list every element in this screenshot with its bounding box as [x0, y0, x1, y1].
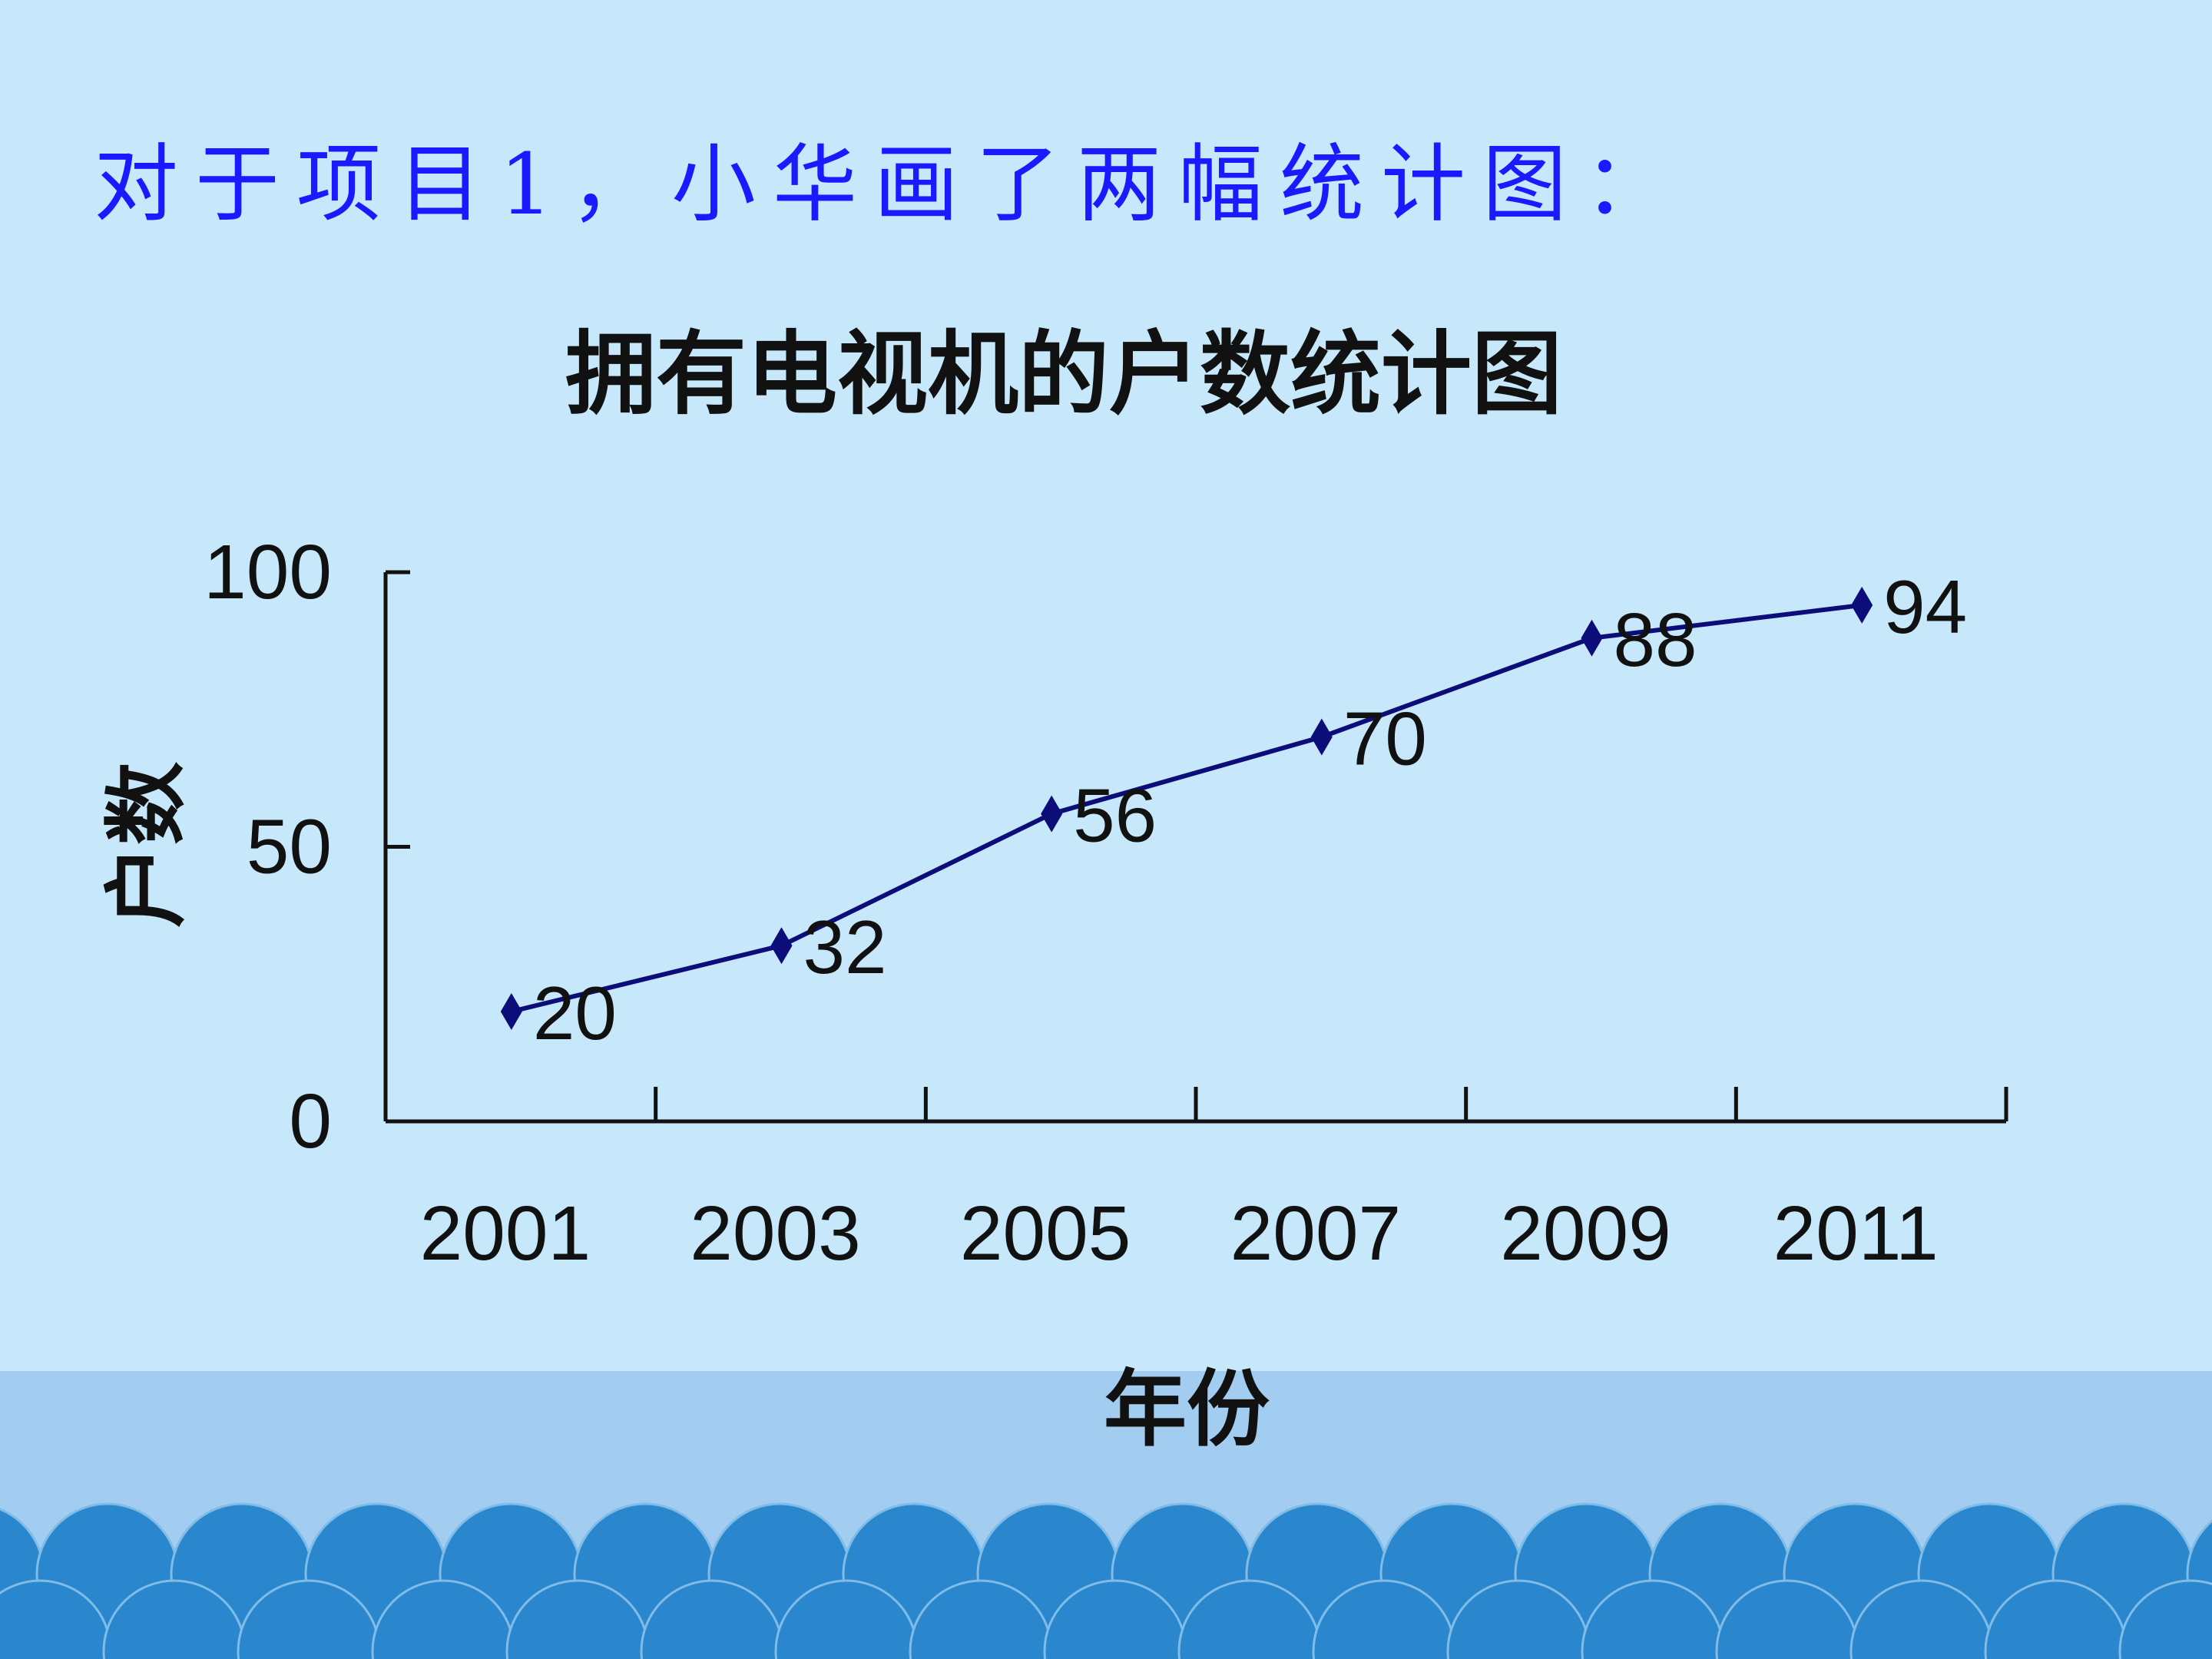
- x-tick-label: 2011: [1773, 1190, 1939, 1277]
- data-labels: 20 32 56 70 88 94: [533, 565, 1967, 1055]
- data-label: 20: [533, 971, 617, 1055]
- x-tick-label: 2007: [1230, 1190, 1401, 1277]
- data-label: 56: [1073, 773, 1157, 858]
- data-label: 88: [1614, 598, 1697, 682]
- footer-waves: [0, 1502, 2212, 1659]
- x-tick-label: 2009: [1500, 1190, 1671, 1277]
- y-axis-label: 户数: [99, 762, 195, 928]
- data-point: [1041, 795, 1063, 833]
- x-tick-label: 2003: [690, 1190, 860, 1277]
- chart-title: 拥有电视机的户数统计图: [565, 321, 1562, 427]
- x-ticks: 2001 2003 2005 2007 2009 2011: [420, 1087, 2008, 1277]
- x-tick-label: 2001: [420, 1190, 591, 1277]
- data-label: 70: [1343, 697, 1427, 781]
- y-tick-label: 50: [247, 804, 332, 890]
- x-axis-label: 年份: [1104, 1362, 1270, 1458]
- slide-heading: 对于项目1，小华画了两幅统计图：: [94, 135, 1685, 233]
- wave-circle: [2118, 1579, 2212, 1659]
- data-points: [500, 586, 1873, 1030]
- data-label: 94: [1883, 565, 1967, 649]
- data-point: [770, 927, 793, 965]
- y-ticks: 0 50 100: [204, 529, 410, 1164]
- data-point: [1310, 718, 1333, 756]
- y-tick-label: 100: [204, 529, 332, 615]
- x-tick-label: 2005: [960, 1190, 1131, 1277]
- y-tick-label: 0: [289, 1078, 332, 1164]
- series-line: [511, 602, 1863, 1014]
- data-label: 32: [803, 905, 887, 989]
- data-point: [1851, 586, 1873, 624]
- data-point: [500, 993, 522, 1030]
- data-point: [1581, 619, 1603, 657]
